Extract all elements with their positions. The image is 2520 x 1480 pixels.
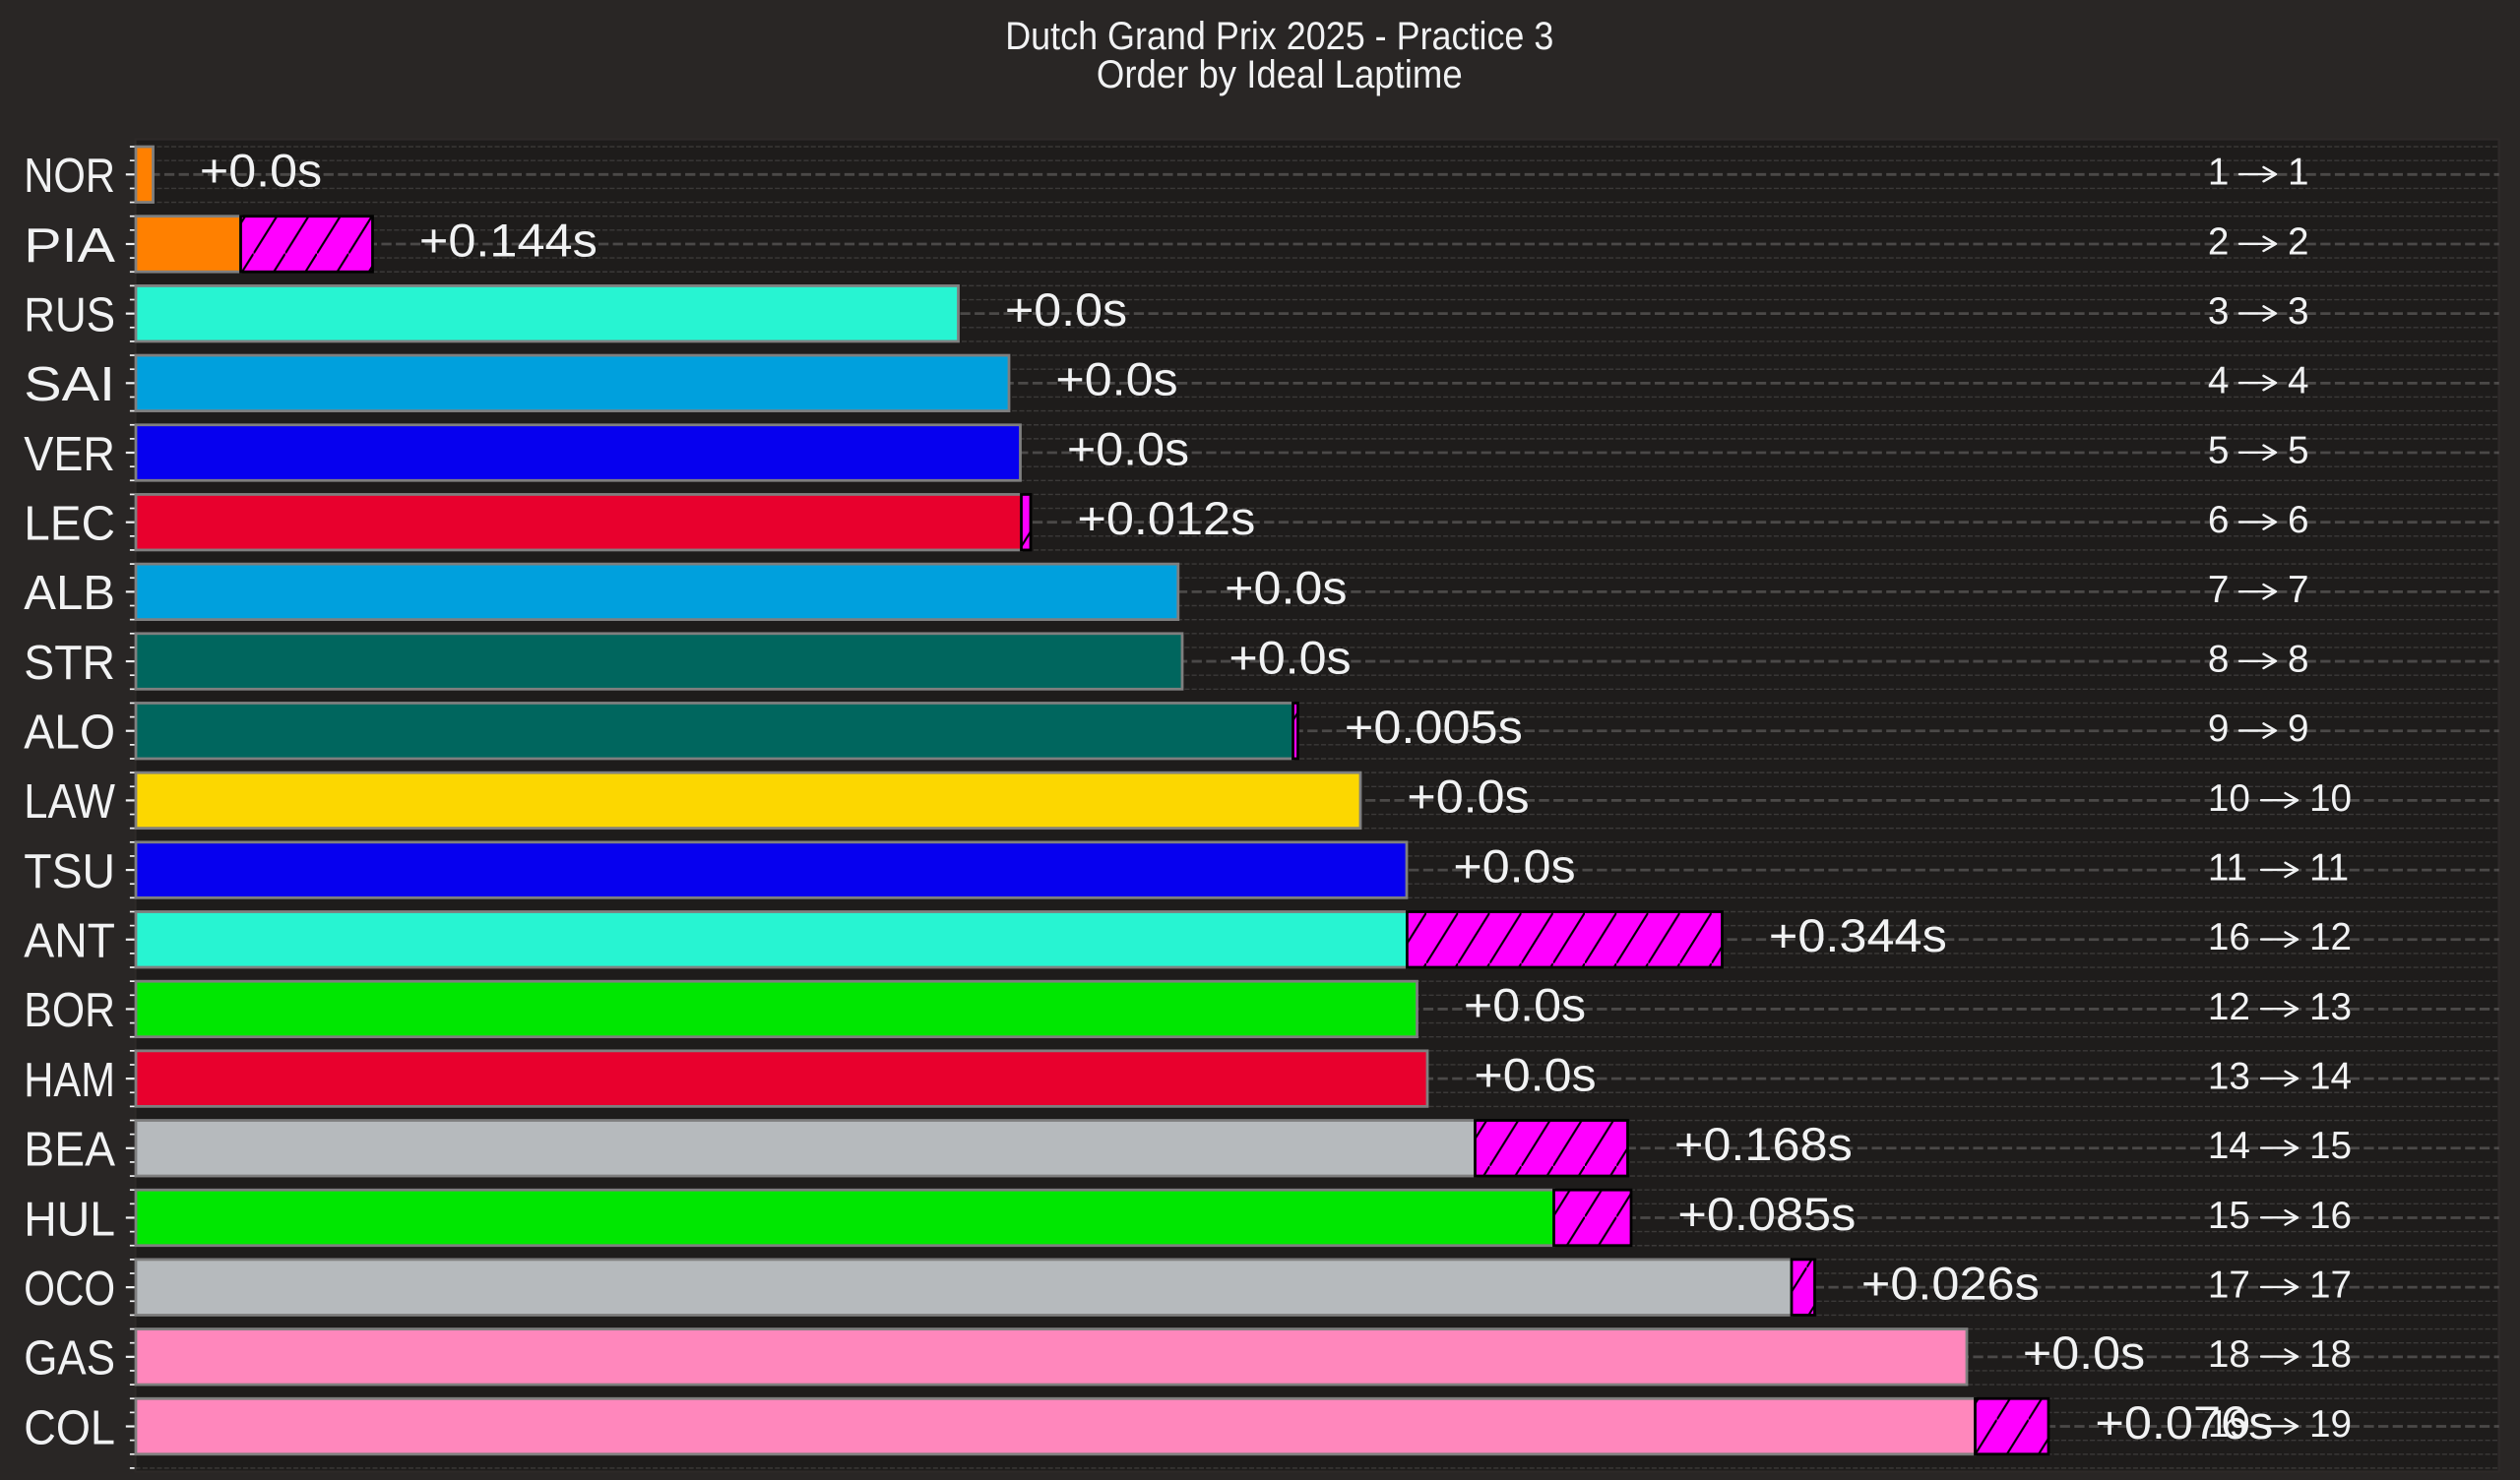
svg-text:HAM: HAM	[24, 1054, 115, 1107]
svg-text:PIA: PIA	[24, 219, 115, 273]
svg-text:17: 17	[2208, 1264, 2250, 1307]
svg-text:8: 8	[2288, 638, 2309, 680]
svg-text:18: 18	[2208, 1333, 2250, 1376]
svg-text:RUS: RUS	[24, 288, 115, 341]
svg-text:4: 4	[2288, 360, 2309, 402]
svg-text:14: 14	[2208, 1125, 2250, 1167]
svg-text:+0.0s: +0.0s	[1228, 631, 1351, 683]
svg-text:+0.144s: +0.144s	[419, 214, 598, 266]
svg-text:11: 11	[2208, 846, 2247, 889]
svg-text:4: 4	[2208, 360, 2230, 402]
svg-text:3: 3	[2208, 290, 2230, 333]
svg-text:1: 1	[2288, 152, 2309, 194]
svg-text:+0.005s: +0.005s	[1345, 701, 1523, 753]
svg-text:+0.0s: +0.0s	[2023, 1326, 2145, 1379]
svg-text:12: 12	[2208, 986, 2250, 1028]
svg-text:LAW: LAW	[24, 775, 115, 829]
svg-text:Dutch Grand Prix 2025 - Practi: Dutch Grand Prix 2025 - Practice 3	[1005, 14, 1553, 58]
svg-text:NOR: NOR	[24, 150, 115, 203]
svg-text:+0.0s: +0.0s	[1067, 422, 1189, 474]
svg-text:+0.076s: +0.076s	[2095, 1396, 2273, 1449]
svg-text:7: 7	[2208, 569, 2230, 611]
svg-text:6: 6	[2288, 499, 2309, 541]
svg-text:ALB: ALB	[24, 567, 115, 620]
svg-text:12: 12	[2309, 916, 2352, 958]
svg-text:+0.168s: +0.168s	[1674, 1118, 1853, 1170]
svg-text:LEC: LEC	[24, 497, 115, 550]
svg-text:+0.344s: +0.344s	[1769, 909, 1947, 961]
svg-text:10: 10	[2208, 777, 2250, 820]
svg-text:11: 11	[2309, 846, 2349, 889]
svg-text:16: 16	[2309, 1195, 2352, 1237]
svg-text:9: 9	[2288, 708, 2309, 750]
svg-text:+0.0s: +0.0s	[1407, 771, 1529, 823]
svg-text:17: 17	[2309, 1264, 2352, 1307]
svg-text:+0.0s: +0.0s	[1453, 839, 1575, 892]
svg-text:9: 9	[2208, 708, 2230, 750]
svg-text:+0.0s: +0.0s	[1474, 1048, 1596, 1100]
svg-text:19: 19	[2309, 1403, 2352, 1446]
svg-text:5: 5	[2288, 429, 2309, 471]
svg-text:OCO: OCO	[24, 1263, 115, 1316]
svg-text:+0.0s: +0.0s	[1005, 283, 1127, 336]
svg-text:14: 14	[2309, 1056, 2352, 1098]
svg-text:6: 6	[2208, 499, 2230, 541]
svg-text:+0.0s: +0.0s	[1225, 562, 1347, 614]
svg-text:18: 18	[2309, 1333, 2352, 1376]
svg-text:+0.0s: +0.0s	[1464, 979, 1586, 1031]
svg-text:8: 8	[2208, 638, 2230, 680]
svg-text:7: 7	[2288, 569, 2309, 611]
svg-text:ANT: ANT	[24, 915, 115, 968]
svg-text:3: 3	[2288, 290, 2309, 333]
svg-text:19: 19	[2208, 1403, 2250, 1446]
svg-text:+0.0s: +0.0s	[1055, 353, 1177, 405]
svg-text:HUL: HUL	[24, 1193, 115, 1246]
svg-text:2: 2	[2208, 220, 2230, 263]
svg-text:+0.085s: +0.085s	[1677, 1188, 1856, 1240]
svg-text:+0.026s: +0.026s	[1861, 1257, 2040, 1309]
svg-text:BEA: BEA	[24, 1124, 115, 1177]
svg-text:+0.012s: +0.012s	[1077, 492, 1255, 544]
svg-text:ALO: ALO	[24, 707, 115, 760]
svg-text:2: 2	[2288, 220, 2309, 263]
svg-text:15: 15	[2208, 1195, 2250, 1237]
svg-text:16: 16	[2208, 916, 2250, 958]
svg-text:+0.0s: +0.0s	[200, 145, 322, 197]
svg-text:13: 13	[2208, 1056, 2250, 1098]
svg-text:Order by Ideal Laptime: Order by Ideal Laptime	[1097, 52, 1463, 96]
svg-text:10: 10	[2309, 777, 2352, 820]
svg-text:SAI: SAI	[24, 358, 115, 411]
svg-text:5: 5	[2208, 429, 2230, 471]
svg-text:TSU: TSU	[24, 845, 115, 898]
svg-text:BOR: BOR	[24, 984, 115, 1037]
svg-text:15: 15	[2309, 1125, 2352, 1167]
svg-text:1: 1	[2208, 152, 2230, 194]
svg-text:GAS: GAS	[24, 1332, 115, 1386]
svg-text:VER: VER	[24, 428, 115, 481]
svg-text:13: 13	[2309, 986, 2352, 1028]
svg-text:STR: STR	[24, 637, 115, 690]
svg-text:COL: COL	[24, 1401, 115, 1454]
